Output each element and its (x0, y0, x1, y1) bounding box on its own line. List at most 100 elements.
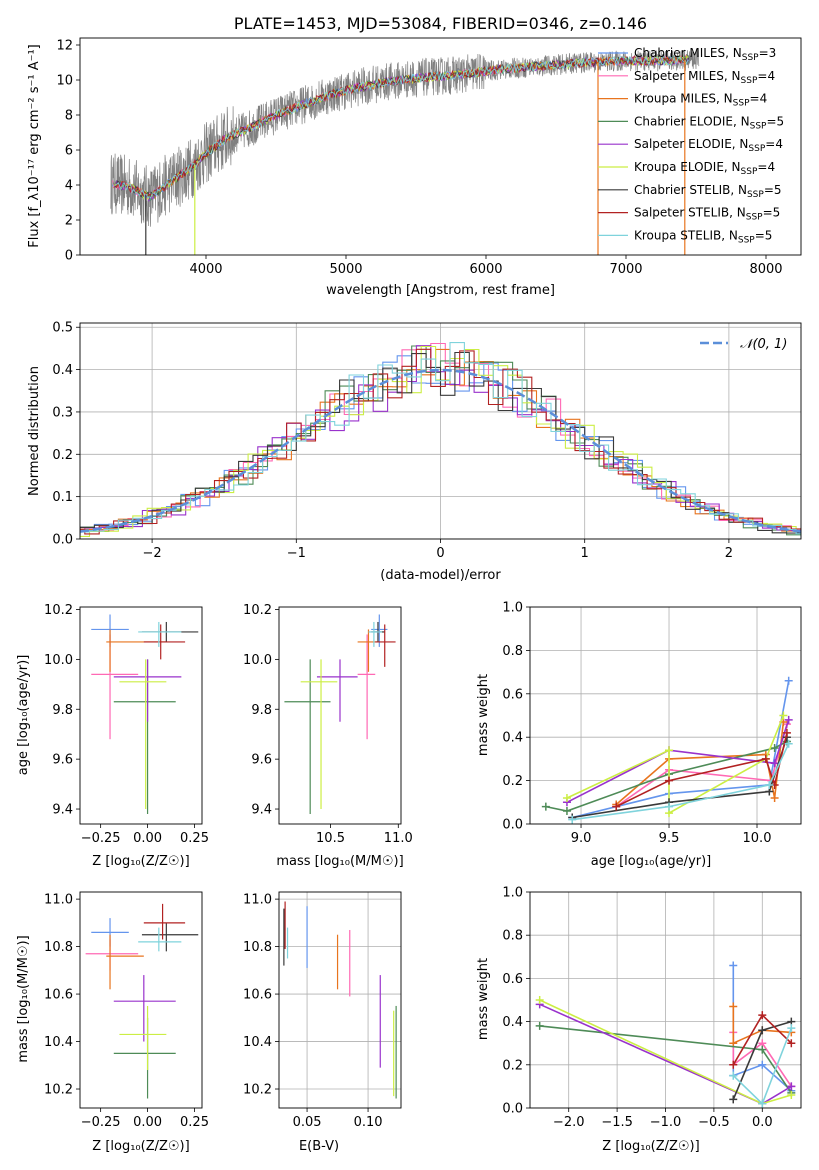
spectrum-panel: PLATE=1453, MJD=53084, FIBERID=0346, z=0… (27, 14, 802, 298)
mass-weight-vs-metallicity-panel: Z [log₁₀(Z/Z☉)] mass weight −2.0 −1.5 −1.0… (476, 886, 802, 1154)
x-tick-label: 0.25 (180, 831, 209, 846)
axes-frame (278, 891, 402, 1109)
data-point-marker (758, 1011, 767, 1020)
x-axis-label: (data-model)/error (380, 568, 501, 583)
y-tick-label: 10 (56, 74, 73, 89)
x-tick-label: 5000 (329, 262, 362, 277)
legend-label-subscript: SSP (748, 144, 765, 154)
data-point-marker (787, 1024, 796, 1033)
data-point-marker (612, 802, 621, 811)
x-tick-label: 9.5 (659, 831, 680, 846)
y-tick-label: 0.3 (52, 405, 73, 420)
data-point-marker (562, 806, 571, 815)
x-axis-label: Z [log₁₀(Z/Z☉)] (92, 1139, 189, 1154)
y-tick-label: 0.4 (52, 363, 73, 378)
legend-label: Chabrier MILES, NSSP=3 (634, 46, 776, 63)
y-tick-label: 1.0 (502, 601, 523, 616)
legend-label-subscript: SSP (741, 167, 758, 177)
legend-label-tail: =5 (755, 228, 773, 242)
spectrum-legend: Chabrier MILES, NSSP=3 Salpeter MILES, NS… (598, 46, 784, 245)
y-tick-label: 0.8 (502, 929, 523, 944)
x-axis-label: mass [log₁₀(M/M☉)] (276, 854, 403, 869)
series-line-kroupa-miles (732, 1006, 792, 1045)
y-tick-label: 1.0 (502, 886, 523, 901)
x-tick-label: −0.25 (81, 831, 121, 846)
y-tick-label: 11.0 (243, 893, 272, 908)
data-point-marker (758, 1026, 767, 1035)
data-point-marker (665, 776, 674, 785)
legend-label-subscript: SSP (750, 121, 767, 131)
plot-area (284, 614, 396, 815)
series-line-salpeter-elodie (566, 719, 790, 804)
x-tick-label: 10.5 (316, 831, 345, 846)
data-point-marker (784, 676, 793, 685)
x-tick-label: 4000 (189, 262, 222, 277)
y-tick-label: 9.6 (52, 753, 73, 768)
data-point-marker (562, 793, 571, 802)
data-point-marker (758, 1045, 767, 1054)
axes-frame (278, 606, 402, 825)
x-tick-label: 0.00 (133, 831, 162, 846)
y-tick-label: 10.0 (243, 653, 272, 668)
data-point-marker (758, 1099, 767, 1108)
legend-label-tail: =4 (757, 160, 775, 174)
x-tick-label: 9.0 (571, 831, 592, 846)
legend-label-subscript: SSP (746, 213, 763, 223)
x-tick-label: 2 (725, 546, 733, 561)
legend-label-tail: =5 (764, 183, 782, 197)
y-tick-label: 6 (65, 144, 73, 159)
y-tick-label: 0.5 (52, 321, 73, 336)
series-line-chabrier-miles (572, 680, 790, 819)
x-axis-label: E(B-V) (299, 1139, 339, 1154)
x-tick-label: 11.0 (384, 831, 413, 846)
x-tick-label: 10.0 (743, 831, 772, 846)
y-tick-label: 0.4 (502, 731, 523, 746)
legend-label: 𝒩(0, 1) (740, 337, 787, 352)
y-tick-label: 0.1 (52, 490, 73, 505)
x-axis-label: Z [log₁₀(Z/Z☉)] (602, 1139, 699, 1154)
age-vs-metallicity-panel: Z [log₁₀(Z/Z☉)] age [log₁₀(age/yr)] −0.2… (16, 603, 209, 869)
y-tick-label: 0.0 (502, 1102, 523, 1117)
y-tick-label: 0.6 (502, 687, 523, 702)
y-tick-label: 9.4 (52, 803, 73, 818)
y-tick-label: 0.6 (502, 972, 523, 987)
y-tick-label: 10.8 (243, 940, 272, 955)
x-axis-label: wavelength [Angstrom, rest frame] (326, 283, 555, 298)
legend-label-tail: =4 (750, 92, 768, 106)
mass-vs-extinction-panel: E(B-V) 0.05 0.10 10.2 10.4 10.6 10.8 11.0 (243, 891, 402, 1154)
x-tick-label: 0.0 (752, 1115, 773, 1130)
y-tick-label: 2 (65, 214, 73, 229)
y-tick-label: 9.6 (251, 753, 272, 768)
data-point-marker (787, 1039, 796, 1048)
x-tick-label: −2.0 (553, 1115, 585, 1130)
y-tick-label: 10.4 (243, 1035, 272, 1050)
plot-area (91, 614, 199, 815)
y-tick-label: 11.0 (44, 893, 73, 908)
data-point-marker (784, 715, 793, 724)
axes-frame (79, 891, 203, 1109)
data-point-marker (779, 711, 788, 720)
data-point-marker (770, 793, 779, 802)
series-line-kroupa-stelib (572, 743, 790, 821)
data-point-marker (665, 802, 674, 811)
y-tick-label: 10.6 (243, 988, 272, 1003)
y-axis-label: Normed distribution (27, 366, 42, 496)
legend-label-tail: =3 (759, 46, 777, 60)
y-tick-label: 0.2 (502, 1058, 523, 1073)
x-tick-label: −1.5 (601, 1115, 633, 1130)
y-tick-label: 10.4 (44, 1035, 73, 1050)
data-point-marker (729, 1060, 738, 1069)
y-tick-label: 12 (56, 39, 73, 54)
data-point-marker (761, 754, 770, 763)
y-axis-label: Flux [f_λ10⁻¹⁷ erg cm⁻² s⁻¹ A⁻¹] (27, 44, 42, 248)
x-tick-label: 0.00 (133, 1115, 162, 1130)
plot-area (85, 903, 199, 1099)
y-tick-label: 0.2 (502, 774, 523, 789)
y-tick-label: 10.2 (44, 1083, 73, 1098)
x-axis-label: Z [log₁₀(Z/Z☉)] (92, 854, 189, 869)
age-vs-mass-panel: mass [log₁₀(M/M☉)] 10.5 11.0 9.4 9.6 9.8 10.0… (243, 603, 413, 869)
data-point-marker (535, 1021, 544, 1030)
y-tick-label: 9.8 (251, 703, 272, 718)
data-point-marker (770, 759, 779, 768)
legend-label-subscript: SSP (738, 235, 755, 245)
